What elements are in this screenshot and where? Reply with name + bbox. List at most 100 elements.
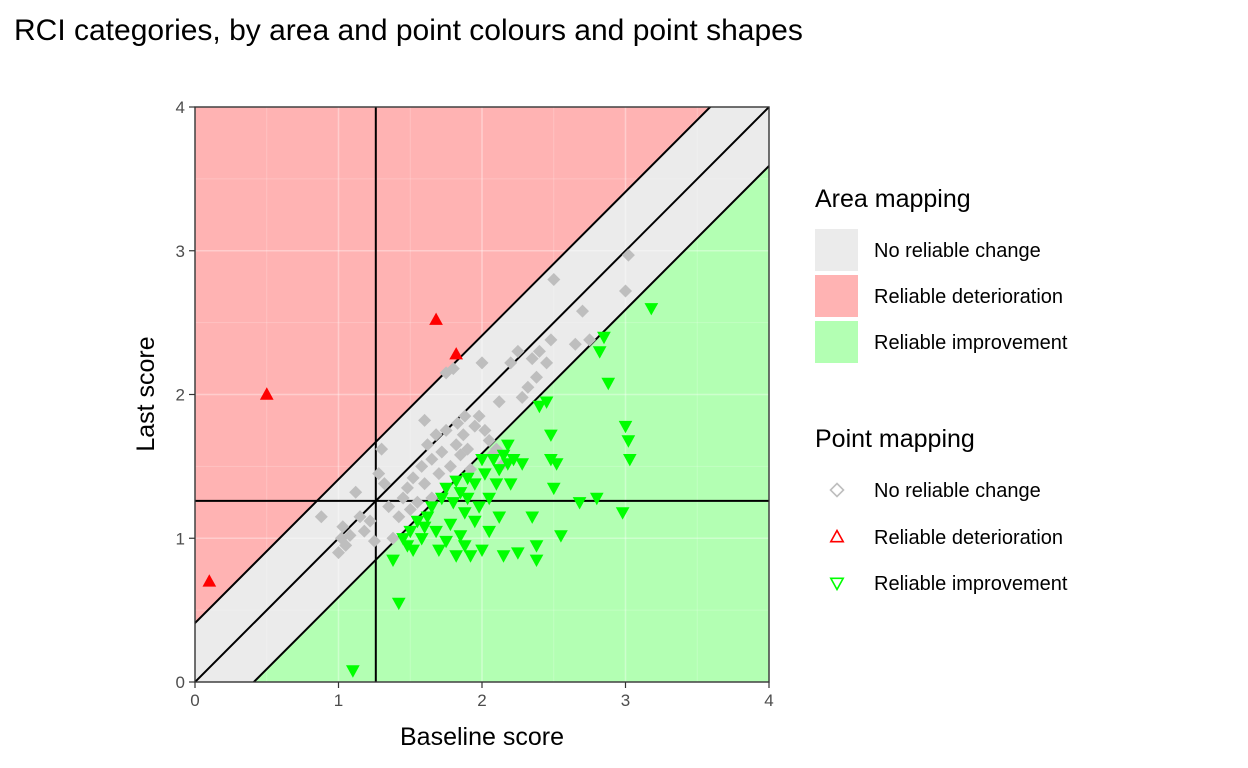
point-reliable-improvement (475, 544, 489, 557)
point-reliable-improvement (346, 665, 360, 678)
point-reliable-improvement (489, 478, 504, 491)
point-no-reliable-change (314, 510, 328, 524)
point-no-reliable-change (377, 477, 391, 491)
point-reliable-improvement (414, 533, 429, 546)
point-reliable-improvement (446, 497, 461, 510)
legend-point-key-diamond (829, 482, 845, 498)
area-reliable-deterioration (195, 107, 769, 624)
point-reliable-improvement (457, 507, 472, 520)
point-reliable-improvement (453, 530, 468, 543)
point-no-reliable-change (456, 428, 470, 442)
point-no-reliable-change (418, 413, 432, 427)
point-reliable-improvement (391, 597, 406, 611)
point-no-reliable-change (504, 356, 518, 370)
point-no-reliable-change (568, 337, 582, 351)
point-no-reliable-change (621, 248, 635, 262)
point-no-reliable-change (544, 333, 558, 347)
point-no-reliable-change (540, 356, 554, 370)
point-no-reliable-change (530, 370, 543, 384)
point-no-reliable-change (429, 428, 443, 442)
point-no-reliable-change (478, 423, 492, 437)
point-reliable-improvement (403, 525, 418, 539)
legend-area-label: No reliable change (874, 240, 1041, 262)
legend-area-key (815, 229, 858, 271)
point-no-reliable-change (482, 434, 496, 447)
point-no-reliable-change (386, 531, 400, 545)
reference-line-improvement-bound (252, 165, 769, 682)
point-no-reliable-change (410, 495, 424, 509)
point-reliable-improvement (532, 400, 547, 414)
point-reliable-improvement (501, 439, 515, 452)
point-reliable-improvement (601, 377, 616, 391)
point-no-reliable-change (363, 514, 377, 528)
plot-panel (194, 106, 770, 683)
point-reliable-improvement (529, 554, 544, 567)
point-no-reliable-change (439, 423, 453, 437)
point-reliable-improvement (623, 454, 637, 467)
point-no-reliable-change (525, 352, 539, 366)
point-no-reliable-change (492, 395, 506, 409)
point-reliable-improvement (439, 482, 453, 496)
point-no-reliable-change (353, 510, 367, 524)
x-tick-label: 3 (621, 691, 630, 710)
series-no-reliable-change (314, 248, 635, 560)
point-no-reliable-change (421, 438, 434, 452)
point-no-reliable-change (400, 481, 414, 495)
point-reliable-improvement (549, 458, 564, 471)
point-reliable-deterioration (429, 312, 443, 325)
x-tick-label: 0 (190, 691, 199, 710)
point-no-reliable-change (458, 409, 472, 423)
point-no-reliable-change (339, 538, 353, 552)
y-axis-title: Last score (132, 336, 160, 451)
point-reliable-improvement (460, 472, 475, 486)
point-no-reliable-change (451, 416, 465, 430)
point-reliable-improvement (525, 511, 540, 524)
point-reliable-deterioration (202, 574, 217, 587)
chart-title: RCI categories, by area and point colour… (14, 14, 803, 47)
axes: 0 1 2 3 4 0 1 2 3 4 (176, 98, 774, 710)
point-reliable-improvement (468, 515, 482, 529)
point-reliable-improvement (468, 478, 482, 491)
point-reliable-improvement (644, 303, 659, 316)
point-reliable-improvement (410, 515, 425, 529)
point-no-reliable-change (406, 471, 420, 485)
point-reliable-improvement (496, 449, 511, 463)
point-reliable-improvement (590, 492, 604, 506)
point-no-reliable-change (432, 467, 446, 481)
point-no-reliable-change (372, 467, 386, 481)
point-no-reliable-change (547, 273, 561, 286)
x-tick-label: 2 (477, 691, 486, 710)
y-tick-label: 0 (176, 673, 185, 692)
legend-point-title: Point mapping (815, 425, 975, 453)
point-no-reliable-change (475, 356, 489, 370)
y-tick-label: 1 (176, 529, 185, 548)
legend-point-label: Reliable improvement (874, 573, 1068, 595)
point-no-reliable-change (332, 546, 345, 560)
point-reliable-improvement (453, 487, 468, 500)
point-no-reliable-change (415, 459, 429, 473)
point-reliable-improvement (449, 550, 463, 563)
point-reliable-improvement (424, 501, 439, 514)
point-reliable-improvement (486, 454, 501, 467)
point-reliable-improvement (396, 533, 410, 546)
point-reliable-improvement (460, 492, 475, 506)
point-no-reliable-change (472, 409, 486, 423)
point-reliable-improvement (472, 501, 486, 514)
point-reliable-improvement (478, 468, 492, 481)
x-axis-title: Baseline score (400, 723, 564, 751)
point-reliable-improvement (572, 497, 587, 510)
legend: Area mapping Point mapping No reliable c… (815, 185, 1068, 595)
point-reliable-improvement (443, 518, 458, 532)
point-reliable-improvement (496, 550, 511, 563)
series-reliable-deterioration (202, 312, 463, 587)
point-no-reliable-change (576, 304, 589, 318)
y-tick-label: 3 (176, 242, 185, 261)
point-reliable-improvement (435, 492, 449, 506)
panel-clip-group (195, 107, 769, 682)
legend-area-key (815, 275, 858, 317)
point-reliable-improvement (544, 429, 558, 442)
legend-point-label: Reliable deterioration (874, 527, 1063, 549)
point-reliable-improvement (449, 475, 463, 488)
